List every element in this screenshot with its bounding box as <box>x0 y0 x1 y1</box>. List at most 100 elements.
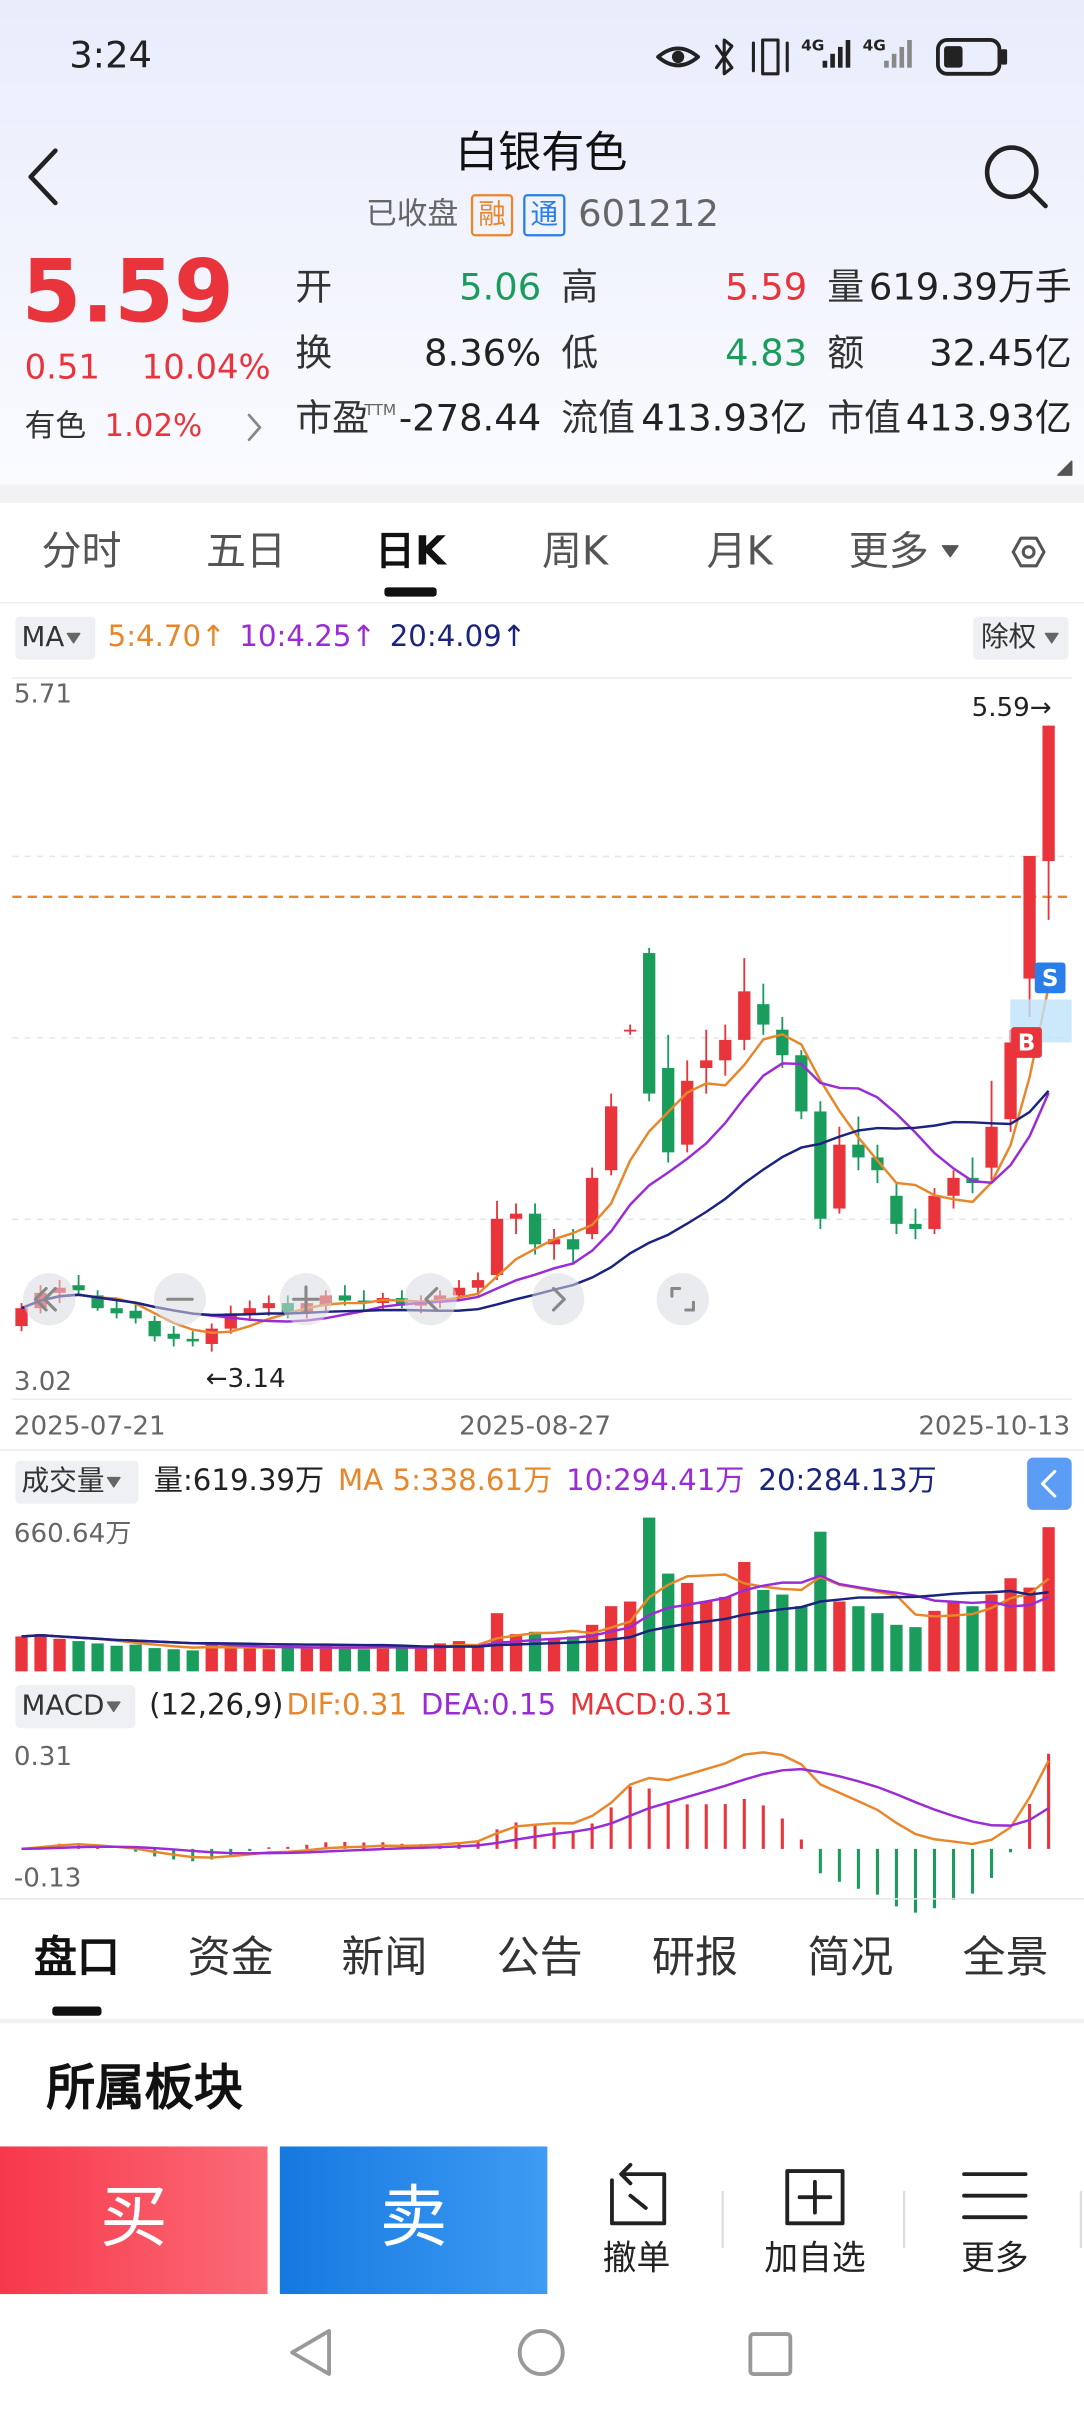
settings-icon <box>1011 536 1046 568</box>
indicator-value: DIF:0.31 <box>286 1688 406 1722</box>
date-label: 2025-10-13 <box>918 1411 1070 1441</box>
volume-bar <box>852 1606 865 1672</box>
volume-bar <box>985 1594 998 1672</box>
info-tab[interactable]: 资金 <box>188 1933 274 1983</box>
signal-bar <box>830 53 835 68</box>
search-icon <box>1027 188 1048 209</box>
info-tab[interactable]: 简况 <box>807 1933 893 1983</box>
period-tab[interactable]: 月K <box>706 529 774 575</box>
candle-body <box>490 1218 504 1275</box>
candle-body <box>452 1287 466 1296</box>
action-label[interactable]: 加自选 <box>764 2239 865 2278</box>
candle-body <box>186 1338 199 1342</box>
period-tab[interactable]: 更多 <box>849 529 929 575</box>
candle-body <box>852 1144 865 1158</box>
candle-body <box>547 1239 561 1245</box>
y-tick-label: 5.71 <box>14 679 72 709</box>
chart-control[interactable] <box>656 1273 709 1326</box>
field-label: 市值 <box>827 396 901 439</box>
date-label: 2025-08-27 <box>459 1411 611 1441</box>
candle-body <box>909 1223 922 1229</box>
volume-bar <box>509 1634 523 1672</box>
buy-label[interactable]: 买 <box>100 2177 168 2256</box>
field-label: 低 <box>561 332 598 375</box>
period-tab[interactable]: 日K <box>375 529 448 575</box>
field-value: 619.39万手 <box>869 266 1072 309</box>
period-tab[interactable]: 分时 <box>42 529 122 575</box>
search-icon[interactable] <box>984 145 1039 200</box>
volume-bar <box>53 1638 66 1672</box>
volume-bar <box>1023 1587 1036 1672</box>
nav-recent[interactable] <box>748 2332 793 2376</box>
chart-control[interactable] <box>532 1273 585 1326</box>
volume-bar <box>262 1649 275 1672</box>
y-tick-label: 660.64万 <box>14 1519 132 1549</box>
adjust-box[interactable] <box>973 616 1069 660</box>
volume-bar <box>148 1648 161 1672</box>
nav-back <box>290 2329 331 2376</box>
candle-body <box>985 1126 998 1168</box>
volume-bar <box>471 1645 485 1672</box>
info-tab[interactable]: 盘口 <box>34 1933 120 1983</box>
buy-button[interactable] <box>0 2146 268 2295</box>
action-label[interactable]: 撤单 <box>603 2239 671 2278</box>
volume-bar <box>890 1624 903 1672</box>
volume-select[interactable]: 成交量 <box>22 1464 105 1497</box>
volume-bar <box>72 1641 85 1672</box>
volume-bar <box>433 1643 447 1672</box>
collapse-button[interactable] <box>1027 1457 1072 1510</box>
sell-button[interactable] <box>279 2146 548 2295</box>
collapse-icon <box>1040 1469 1057 1498</box>
control-icon <box>33 1286 57 1312</box>
candle-body <box>395 1297 409 1306</box>
y-tick-label: 0.31 <box>14 1742 72 1772</box>
back-button <box>28 148 58 206</box>
tag: 通 <box>530 197 558 230</box>
field-label: 换 <box>295 332 332 375</box>
sell-label[interactable]: 卖 <box>380 2177 448 2256</box>
eye-icon <box>656 46 700 68</box>
nav-home[interactable] <box>517 2329 565 2376</box>
macd-select-box[interactable] <box>15 1685 136 1729</box>
trade-mark: B <box>1018 1031 1036 1057</box>
chart-control[interactable] <box>404 1273 457 1326</box>
field-value: 5.06 <box>459 266 541 309</box>
macd-select[interactable]: MACD <box>22 1689 105 1722</box>
adjust-select[interactable]: 除权 <box>981 620 1036 653</box>
indicator-value: 20:284.13万 <box>758 1463 936 1497</box>
candle-body <box>757 1004 770 1025</box>
price-change: 0.51 <box>25 348 100 387</box>
sector-arrow <box>247 413 262 442</box>
candle-body <box>262 1303 275 1309</box>
signal-bar <box>837 46 843 68</box>
info-tab[interactable]: 公告 <box>497 1933 583 1983</box>
volume-bar <box>414 1648 428 1672</box>
volume-bar <box>795 1606 808 1672</box>
candle-body <box>871 1157 884 1171</box>
candle-body <box>795 1055 808 1112</box>
high-label: 5.59→ <box>972 693 1052 723</box>
indicator-select[interactable]: MA <box>22 620 65 653</box>
control-icon <box>551 1286 566 1312</box>
info-tab[interactable]: 新闻 <box>341 1933 427 1983</box>
chart-control[interactable] <box>23 1273 76 1326</box>
volume-select-box[interactable] <box>15 1460 139 1504</box>
info-tab[interactable]: 全景 <box>963 1933 1049 1983</box>
indicator-select-box[interactable] <box>15 616 96 660</box>
field-label: 市盈 <box>295 396 369 439</box>
volume-bar <box>776 1594 789 1672</box>
info-tab[interactable]: 研报 <box>652 1933 738 1983</box>
candle-body <box>72 1285 85 1291</box>
period-tab[interactable]: 周K <box>542 529 610 575</box>
volume-bar <box>186 1650 199 1672</box>
bluetooth-icon <box>714 38 734 76</box>
sector-name: 有色 <box>25 408 87 444</box>
candle-body <box>1042 725 1055 862</box>
field-label-sup: TTM <box>363 401 396 419</box>
period-tab[interactable]: 五日 <box>206 529 286 575</box>
action-label[interactable]: 更多 <box>961 2239 1029 2278</box>
indicator-value: 20:4.09↑ <box>390 619 527 653</box>
candle-body <box>471 1280 485 1288</box>
volume-bar <box>909 1627 922 1672</box>
indicator-value: DEA:0.15 <box>421 1688 556 1722</box>
